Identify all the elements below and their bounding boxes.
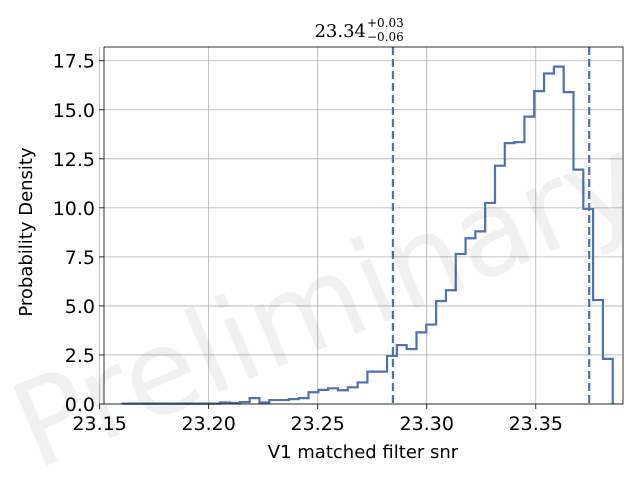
histogram-bin — [416, 332, 426, 404]
x-tick-label: 23.35 — [509, 413, 563, 435]
x-tick-label: 23.25 — [291, 413, 345, 435]
histogram-step-line — [121, 65, 614, 405]
y-tick-label: 7.5 — [65, 247, 95, 269]
y-tick-label: 12.5 — [53, 149, 95, 171]
title-upper-error: +0.03 — [367, 16, 404, 30]
x-tick-label: 23.30 — [400, 413, 454, 435]
histogram-bin — [348, 387, 358, 404]
histogram-bin — [309, 392, 319, 404]
histogram-bin — [397, 345, 407, 404]
histogram-bin — [603, 359, 613, 404]
histogram-bin — [328, 388, 338, 404]
histogram-bin — [593, 300, 603, 404]
x-axis-ticks: 23.15 23.20 23.25 23.30 23.35 — [72, 404, 563, 435]
histogram-bin — [367, 372, 377, 404]
y-tick-label: 0.0 — [65, 394, 95, 416]
histogram-steps — [121, 65, 614, 405]
x-axis-label: V1 matched filter snr — [268, 442, 459, 463]
y-axis-ticks: 0.0 2.5 5.0 7.5 10.0 12.5 15.0 17.5 — [53, 51, 104, 416]
plot-frame — [103, 46, 624, 405]
y-tick-label: 17.5 — [53, 51, 95, 73]
histogram-bin — [338, 390, 348, 404]
x-tick-label: 23.20 — [181, 413, 235, 435]
y-tick-label: 2.5 — [65, 345, 95, 367]
title-lower-error: −0.06 — [367, 30, 404, 44]
histogram-bin — [407, 349, 417, 404]
y-tick-label: 15.0 — [53, 100, 95, 122]
y-tick-label: 5.0 — [65, 296, 95, 318]
x-tick-label: 23.15 — [72, 413, 126, 435]
histogram-bin — [426, 325, 436, 404]
y-tick-label: 10.0 — [53, 198, 95, 220]
histogram-bin — [377, 372, 387, 404]
y-axis-label: Probability Density — [16, 147, 37, 317]
histogram-bin — [358, 382, 368, 404]
title-value: 23.34 — [314, 21, 366, 42]
chart-title: 23.34 +0.03 −0.06 — [314, 16, 403, 44]
histogram-bin — [318, 390, 328, 404]
